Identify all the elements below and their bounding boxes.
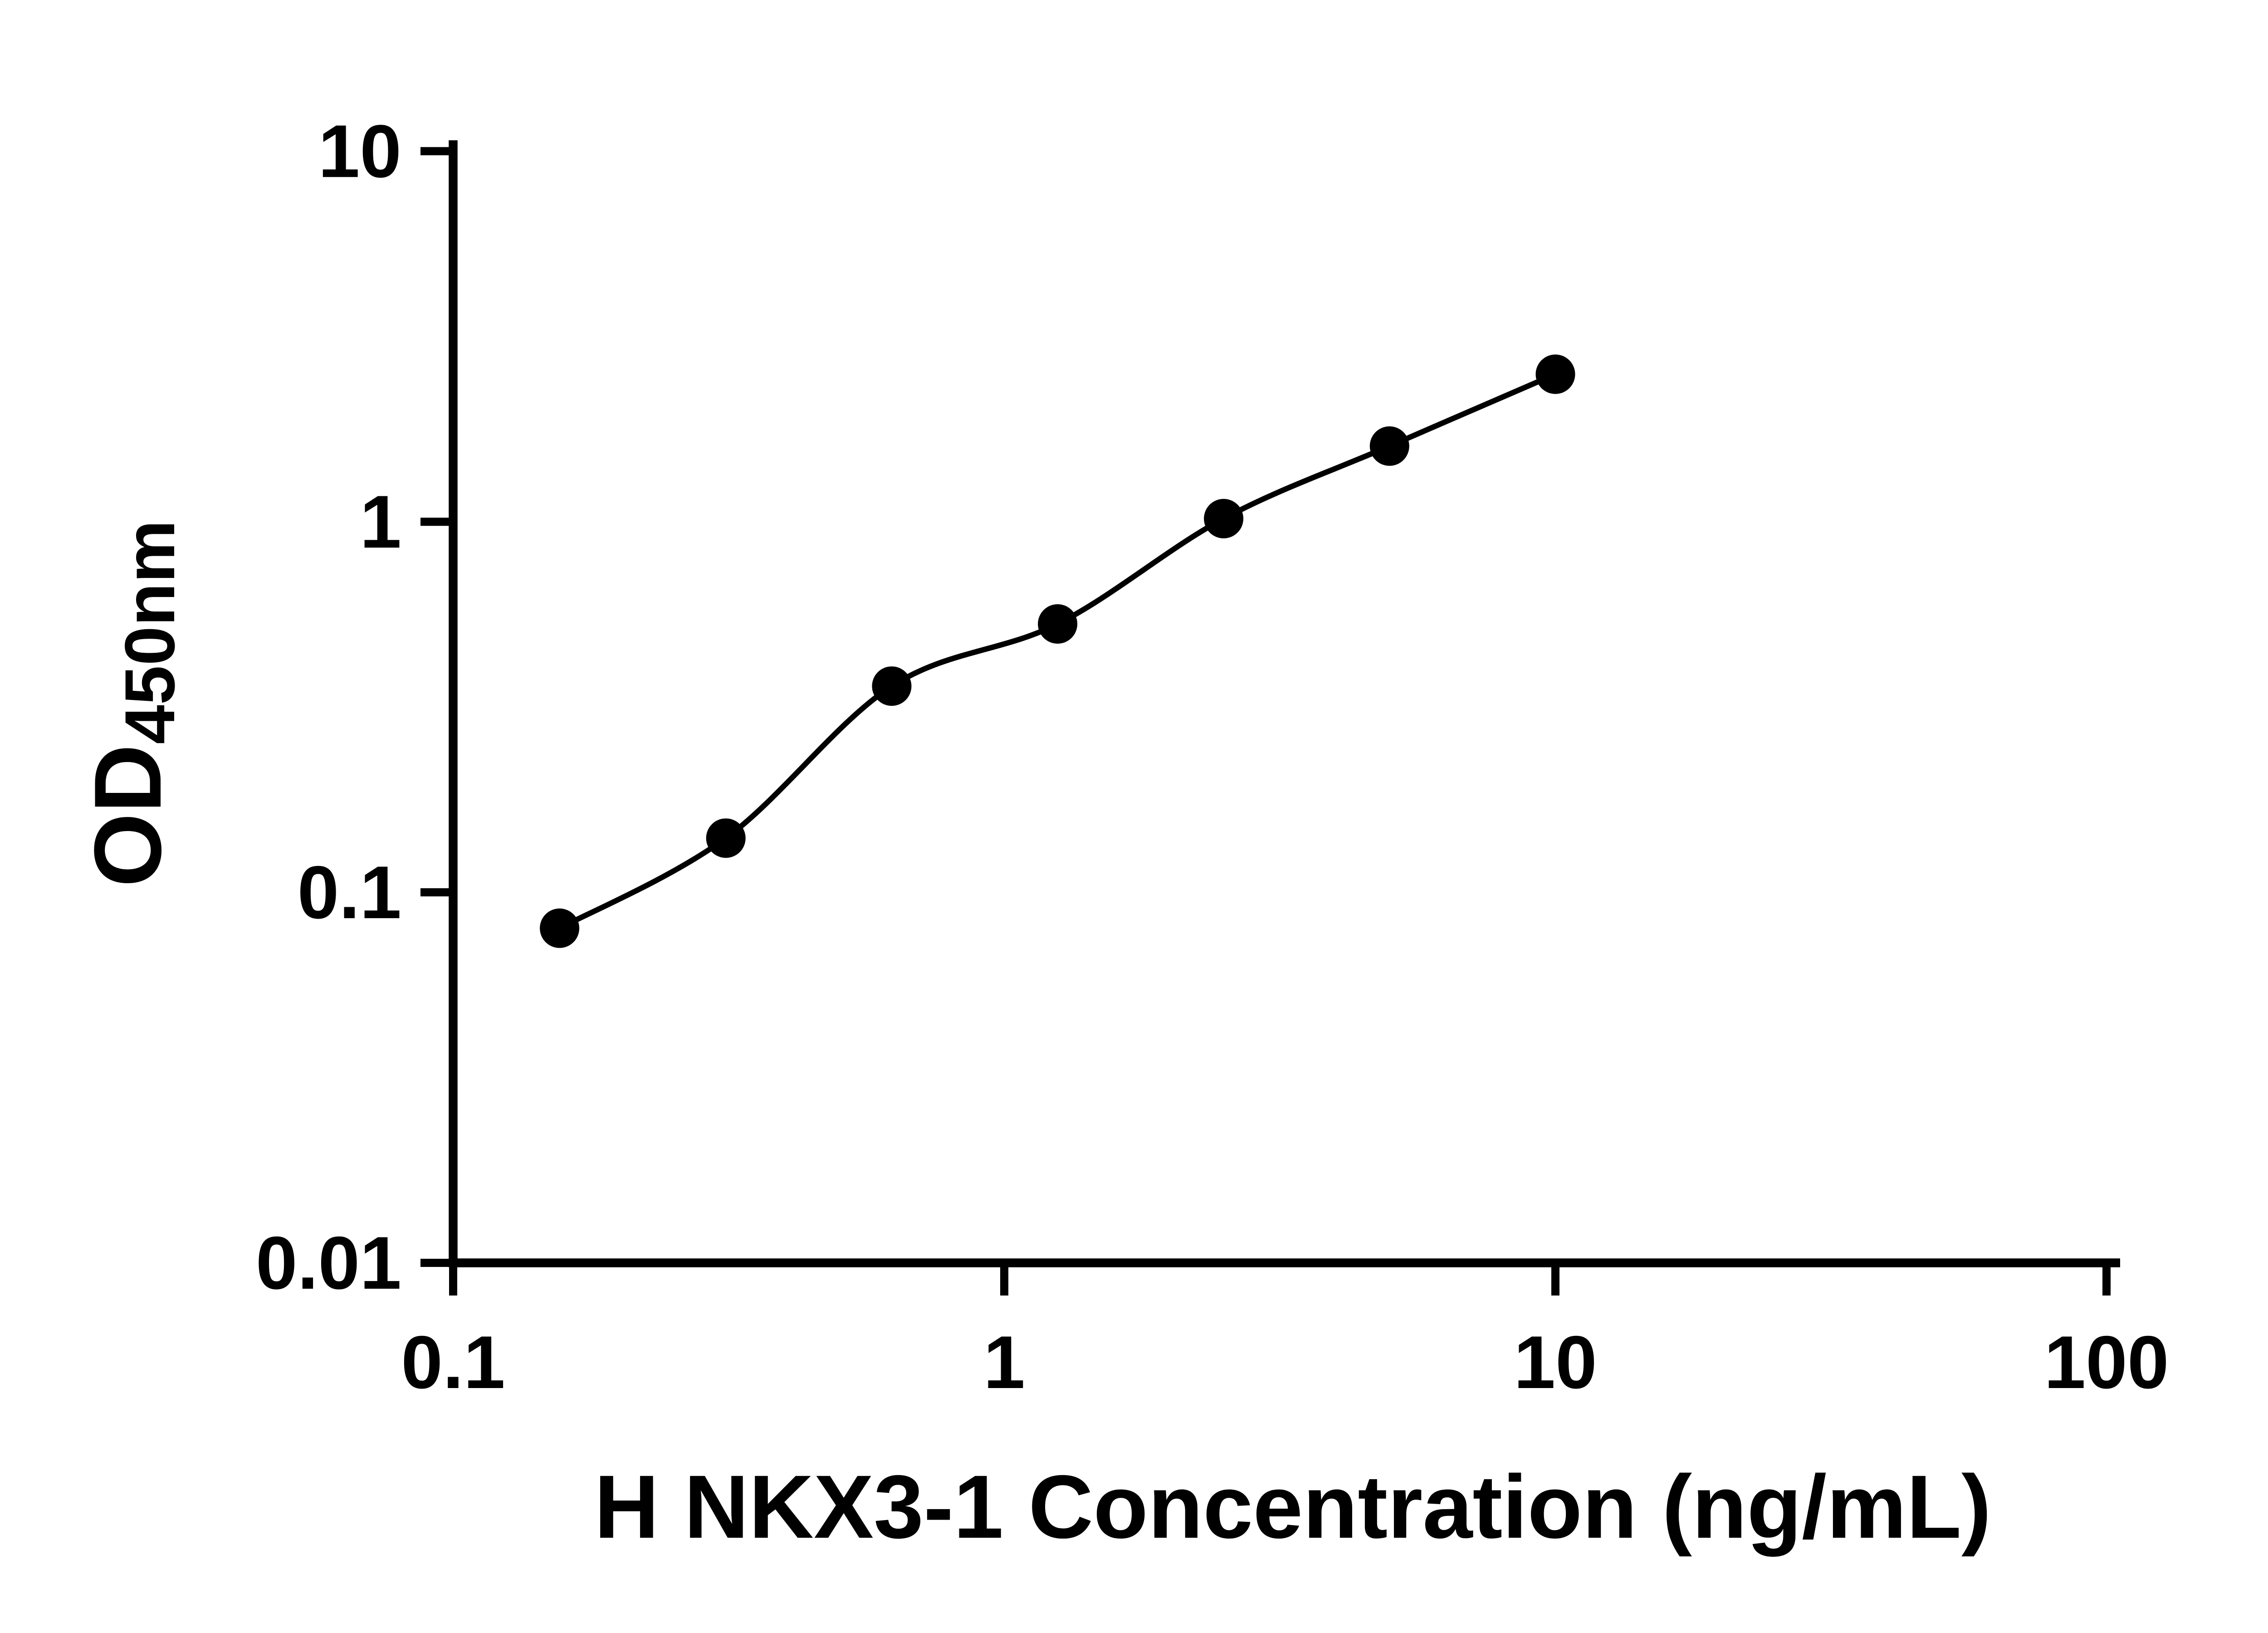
- data-point: [872, 666, 912, 706]
- data-point: [1369, 426, 1409, 466]
- data-point: [706, 818, 746, 858]
- x-tick-label: 10: [1514, 1320, 1597, 1404]
- y-tick-label: 0.1: [298, 851, 401, 934]
- y-axis-title: OD450nm: [74, 520, 190, 887]
- y-axis-title-subscript: 450nm: [111, 520, 190, 744]
- data-point: [1038, 604, 1078, 644]
- data-point: [540, 908, 580, 948]
- y-tick-label: 10: [318, 109, 401, 193]
- x-tick-label: 1: [983, 1320, 1025, 1404]
- x-tick-label: 0.1: [401, 1320, 505, 1404]
- x-axis-title: H NKX3-1 Concentration (ng/mL): [594, 1457, 1991, 1557]
- data-layer: [540, 354, 1575, 948]
- x-tick-label: 100: [2044, 1320, 2169, 1404]
- y-tick-label: 0.01: [256, 1221, 401, 1305]
- y-axis-title-main: OD: [74, 744, 181, 887]
- y-tick-label: 1: [360, 480, 401, 563]
- data-point: [1204, 499, 1244, 538]
- data-point: [1535, 354, 1575, 394]
